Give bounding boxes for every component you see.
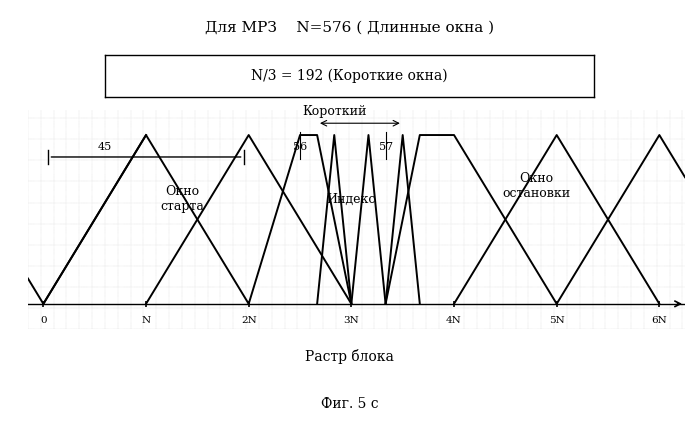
Text: 5N: 5N	[549, 316, 565, 325]
Text: 6N: 6N	[651, 316, 668, 325]
Text: N: N	[141, 316, 150, 325]
Text: 3N: 3N	[343, 316, 359, 325]
Text: Окно
старта: Окно старта	[160, 185, 204, 213]
Text: 2N: 2N	[241, 316, 257, 325]
Text: Индекс: Индекс	[326, 193, 376, 206]
Text: N/3 = 192 (Короткие окна): N/3 = 192 (Короткие окна)	[251, 69, 448, 83]
Text: 57: 57	[379, 142, 393, 152]
Text: 56: 56	[293, 142, 307, 152]
Text: 45: 45	[98, 142, 112, 152]
Text: Растр блока: Растр блока	[305, 349, 394, 364]
Text: Фиг. 5 с: Фиг. 5 с	[321, 398, 378, 411]
Text: Окно
остановки: Окно остановки	[502, 172, 570, 200]
Text: Короткий: Короткий	[302, 105, 366, 118]
Text: Для МРЗ    N=576 ( Длинные окна ): Для МРЗ N=576 ( Длинные окна )	[205, 20, 494, 35]
Text: 4N: 4N	[446, 316, 462, 325]
Text: 0: 0	[40, 316, 47, 325]
